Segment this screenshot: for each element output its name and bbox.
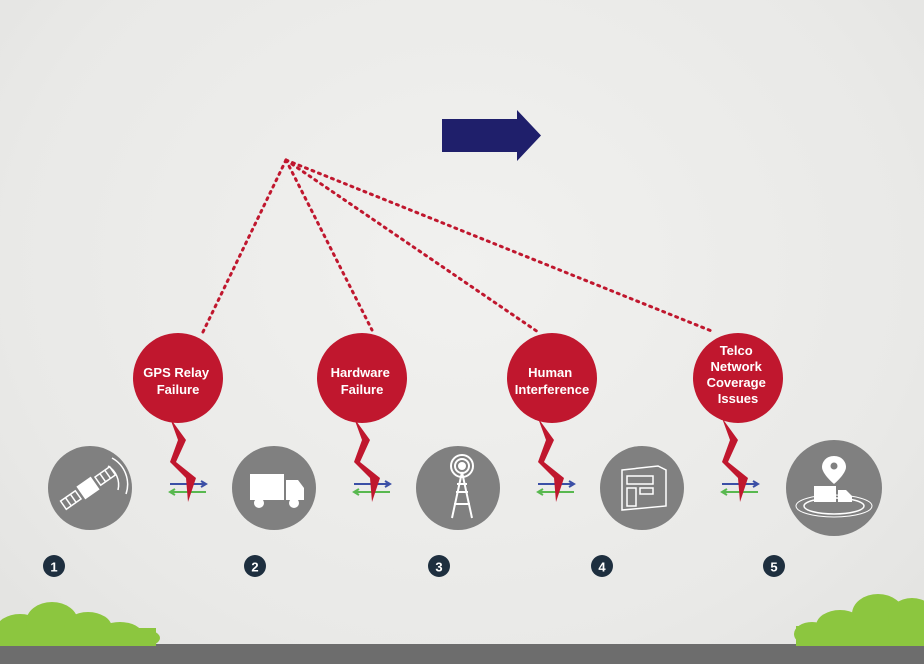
road — [0, 644, 924, 664]
cell-tower-icon — [450, 454, 474, 519]
truck-icon — [250, 474, 304, 508]
satellite-icon — [59, 457, 129, 511]
station-5 — [786, 440, 882, 536]
grass-right — [794, 594, 924, 646]
failure-bubble-telco: Telco Network Coverage Issues — [693, 333, 783, 502]
station-1 — [48, 446, 132, 530]
dotted-connectors — [200, 158, 716, 336]
number-badge-3: 3 — [428, 555, 450, 577]
number-badge-4: 4 — [591, 555, 613, 577]
grass-left — [0, 602, 160, 646]
svg-text:4: 4 — [598, 560, 606, 575]
station-2 — [232, 446, 316, 530]
svg-text:2: 2 — [251, 560, 258, 575]
tracked-truck-location-icon — [795, 456, 873, 518]
failure-bubble-gps-relay: GPS Relay Failure — [133, 333, 223, 502]
number-badge-1: 1 — [43, 555, 65, 577]
failure-label-gps-relay: GPS Relay Failure — [143, 365, 212, 397]
failure-bubble-hardware: Hardware Failure — [317, 333, 407, 502]
direction-arrow — [442, 110, 541, 161]
svg-text:1: 1 — [50, 560, 57, 575]
number-badge-5: 5 — [763, 555, 785, 577]
svg-text:5: 5 — [770, 560, 777, 575]
failure-bubble-human: Human Interference — [507, 333, 597, 502]
station-3 — [416, 446, 500, 530]
number-badge-2: 2 — [244, 555, 266, 577]
failure-label-human: Human Interference — [515, 365, 589, 397]
svg-text:3: 3 — [435, 560, 442, 575]
server-building-icon — [621, 465, 667, 511]
station-4 — [600, 446, 684, 530]
failure-label-telco: Telco Network Coverage Issues — [707, 343, 770, 406]
failure-label-hardware: Hardware Failure — [331, 365, 394, 397]
